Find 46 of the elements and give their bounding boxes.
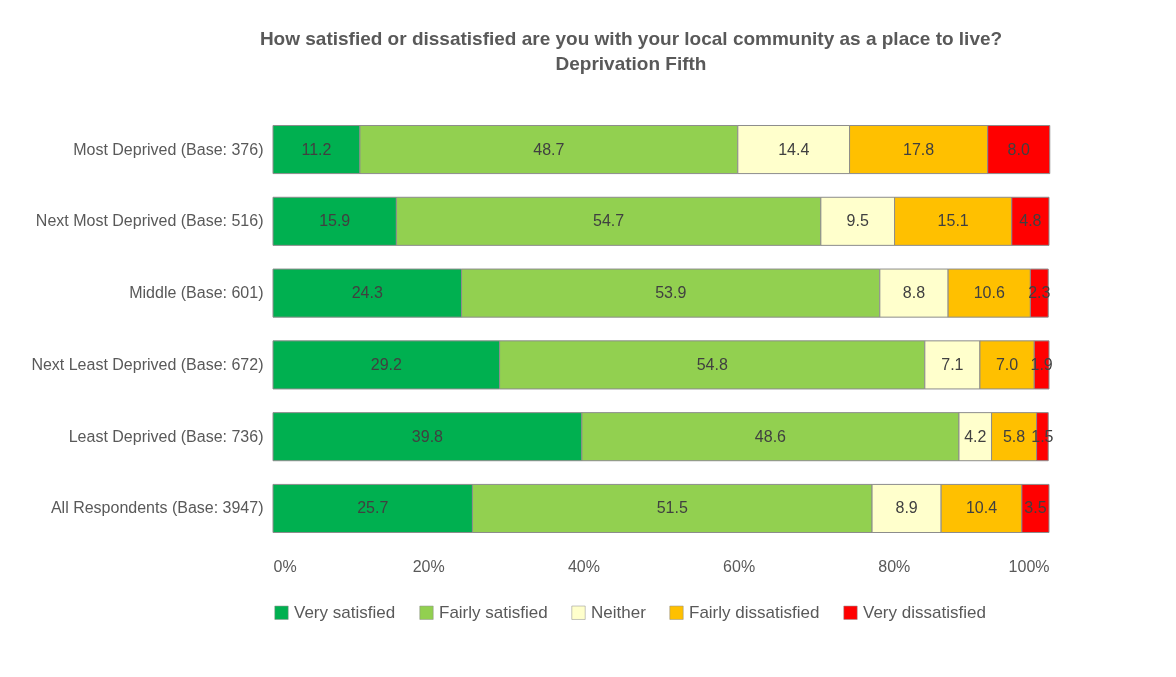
data-label: 53.9	[655, 284, 687, 302]
x-tick-label: 100%	[1008, 557, 1050, 575]
data-label: 48.6	[754, 427, 787, 445]
data-label: 11.2	[301, 140, 332, 158]
chart-title: How satisfied or dissatisfied are you with your local community as a place to live?	[259, 28, 1003, 49]
data-label: 10.4	[965, 499, 998, 517]
data-label: 29.2	[370, 355, 402, 373]
data-label: 4.2	[964, 427, 987, 445]
data-label: 54.8	[696, 355, 728, 373]
data-label: 39.8	[411, 427, 444, 445]
legend-label: Fairly dissatisfied	[689, 602, 820, 622]
data-label: 5.8	[1002, 427, 1026, 445]
x-tick-label: 0%	[273, 557, 297, 575]
data-label: 51.5	[656, 499, 688, 517]
legend-label: Very dissatisfied	[863, 602, 986, 622]
data-label: 3.5	[1024, 499, 1047, 517]
y-tick-label: All Respondents (Base: 3947)	[50, 499, 264, 517]
data-label: 7.1	[941, 355, 964, 373]
data-label: 15.9	[319, 212, 351, 230]
x-tick-label: 80%	[878, 557, 911, 575]
y-tick-label: Middle (Base: 601)	[129, 284, 264, 302]
y-tick-label: Next Least Deprived (Base: 672)	[31, 355, 264, 373]
data-label: 8.0	[1007, 140, 1030, 158]
y-tick-label: Most Deprived (Base: 376)	[73, 140, 264, 158]
x-tick-label: 40%	[567, 557, 600, 575]
data-label: 15.1	[937, 212, 969, 230]
x-tick-label: 20%	[412, 557, 445, 575]
data-label: 14.4	[778, 140, 810, 158]
data-label: 10.6	[973, 284, 1005, 302]
y-tick-label: Least Deprived (Base: 736)	[68, 427, 264, 445]
data-label: 48.7	[533, 140, 565, 158]
data-label: 25.7	[357, 499, 389, 517]
data-label: 24.3	[351, 284, 383, 302]
data-label: 17.8	[903, 140, 935, 158]
legend-label: Very satisfied	[294, 602, 396, 622]
data-label: 54.7	[593, 212, 625, 230]
chart-subtitle: Deprivation Fifth	[555, 53, 707, 74]
legend-label: Neither	[591, 602, 647, 622]
data-label: 8.9	[895, 499, 918, 517]
data-label: 9.5	[846, 212, 869, 230]
y-tick-label: Next Most Deprived (Base: 516)	[35, 212, 264, 230]
data-label: 7.0	[995, 355, 1019, 373]
legend-label: Fairly satisfied	[439, 602, 548, 622]
x-tick-label: 60%	[723, 557, 756, 575]
data-label: 4.8	[1019, 212, 1042, 230]
data-label: 8.8	[902, 284, 926, 302]
